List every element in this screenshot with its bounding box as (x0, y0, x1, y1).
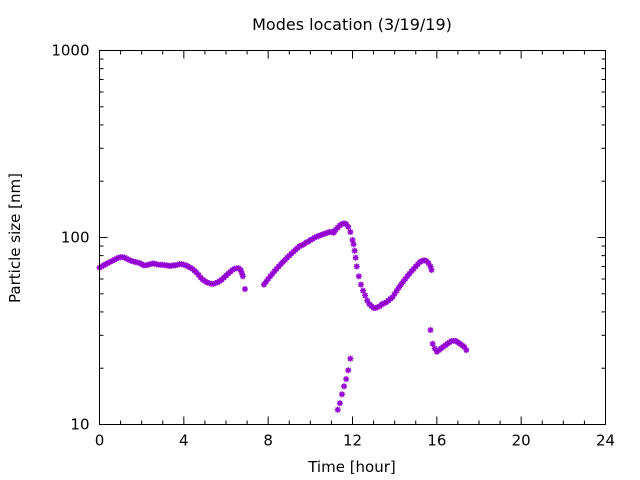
data-point (345, 223, 352, 230)
x-tick-label: 8 (263, 432, 273, 450)
data-point (352, 254, 359, 261)
data-point (239, 273, 246, 280)
x-tick-label: 0 (95, 432, 105, 450)
data-point (338, 391, 345, 398)
data-point (362, 292, 369, 299)
data-point (353, 263, 360, 270)
data-point (343, 376, 350, 383)
data-point (350, 241, 357, 248)
data-point (397, 281, 404, 288)
data-point (336, 400, 343, 407)
data-point (334, 406, 341, 413)
plot-frame (99, 50, 606, 425)
x-tick-label: 12 (343, 432, 362, 450)
data-point (351, 247, 358, 254)
y-tick-label: 100 (61, 229, 90, 247)
axis-tick-labels: 0 4 8 12 16 20 24 10 100 1000 (51, 42, 615, 450)
y-tick-label: 10 (70, 416, 89, 434)
y-axis-label: Particle size [nm] (6, 173, 24, 303)
data-point (341, 383, 348, 390)
data-point (429, 340, 436, 347)
x-tick-label: 20 (512, 432, 531, 450)
data-point (428, 267, 435, 274)
data-point (347, 229, 354, 236)
data-point (463, 347, 470, 354)
chart-title: Modes location (3/19/19) (252, 15, 452, 34)
data-point (349, 236, 356, 243)
x-tick-label: 16 (427, 432, 446, 450)
data-point (360, 287, 367, 294)
data-point (427, 327, 434, 334)
data-point (355, 273, 362, 280)
data-point (395, 284, 402, 291)
y-tick-label: 1000 (51, 42, 89, 60)
data-point (357, 281, 364, 288)
data-markers (96, 220, 470, 413)
data-point (241, 286, 248, 293)
x-axis-label: Time [hour] (307, 458, 396, 476)
x-tick-label: 24 (596, 432, 615, 450)
data-point (345, 367, 352, 374)
x-tick-label: 4 (179, 432, 189, 450)
data-point (347, 355, 354, 362)
